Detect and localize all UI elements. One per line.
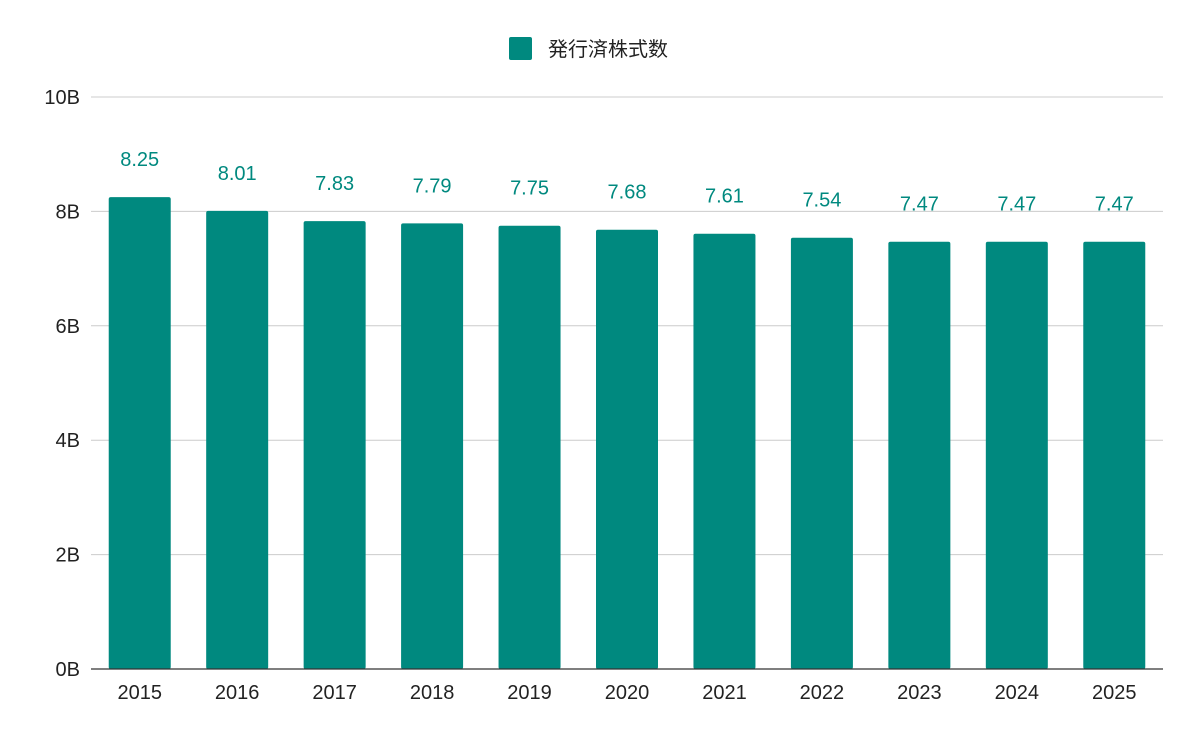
legend-swatch xyxy=(509,37,532,60)
data-label-2024: 7.47 xyxy=(997,194,1036,216)
x-tick-label-2024: 2024 xyxy=(995,682,1040,704)
y-axis-tick-labels: 0B 2B 4B 6B 8B 10B xyxy=(44,87,80,681)
x-axis-tick-labels: 2015 2016 2017 2018 2019 2020 2021 2022 2023 2024… xyxy=(117,682,1136,704)
y-tick-label: 2B xyxy=(56,545,80,567)
data-label-2021: 7.61 xyxy=(705,186,744,208)
x-tick-label-2015: 2015 xyxy=(117,682,162,704)
legend-label: 発行済株式数 xyxy=(548,37,668,61)
x-tick-label-2018: 2018 xyxy=(410,682,455,704)
legend: 発行済株式数 xyxy=(509,37,668,61)
data-label-2022: 7.54 xyxy=(802,190,841,212)
y-tick-label: 4B xyxy=(56,430,80,452)
x-tick-label-2016: 2016 xyxy=(215,682,260,704)
x-tick-label-2023: 2023 xyxy=(897,682,942,704)
data-label-2023: 7.47 xyxy=(900,194,939,216)
bar-2018 xyxy=(401,223,464,670)
data-label-2015: 8.25 xyxy=(120,149,159,171)
bar-2022 xyxy=(790,237,853,669)
x-tick-label-2019: 2019 xyxy=(507,682,552,704)
bar-2020 xyxy=(596,229,658,670)
data-label-2018: 7.79 xyxy=(413,175,452,197)
bar-2017 xyxy=(303,221,366,669)
data-label-2016: 8.01 xyxy=(218,163,257,185)
x-tick-label-2022: 2022 xyxy=(800,682,845,704)
x-tick-label-2021: 2021 xyxy=(702,682,747,704)
x-tick-label-2025: 2025 xyxy=(1092,682,1137,704)
bar-2015 xyxy=(108,197,171,669)
bar-2023 xyxy=(888,241,951,669)
data-labels: 8.25 8.01 7.83 7.79 7.75 7.68 7.61 7.54 7.47 7.47… xyxy=(120,149,1133,216)
y-tick-label: 0B xyxy=(56,659,80,681)
data-label-2025: 7.47 xyxy=(1095,194,1134,216)
y-tick-label: 6B xyxy=(56,316,80,338)
bar-2016 xyxy=(206,210,269,669)
y-tick-label: 10B xyxy=(44,87,80,109)
bar-2021 xyxy=(693,233,756,669)
data-label-2020: 7.68 xyxy=(608,182,647,204)
x-tick-label-2017: 2017 xyxy=(312,682,357,704)
bars xyxy=(108,197,1146,670)
bar-2025 xyxy=(1083,241,1146,669)
data-label-2017: 7.83 xyxy=(315,173,354,195)
y-tick-label: 8B xyxy=(56,201,80,223)
data-label-2019: 7.75 xyxy=(510,178,549,200)
bar-2019 xyxy=(498,225,561,669)
bar-2024 xyxy=(985,241,1048,669)
x-tick-label-2020: 2020 xyxy=(605,682,650,704)
